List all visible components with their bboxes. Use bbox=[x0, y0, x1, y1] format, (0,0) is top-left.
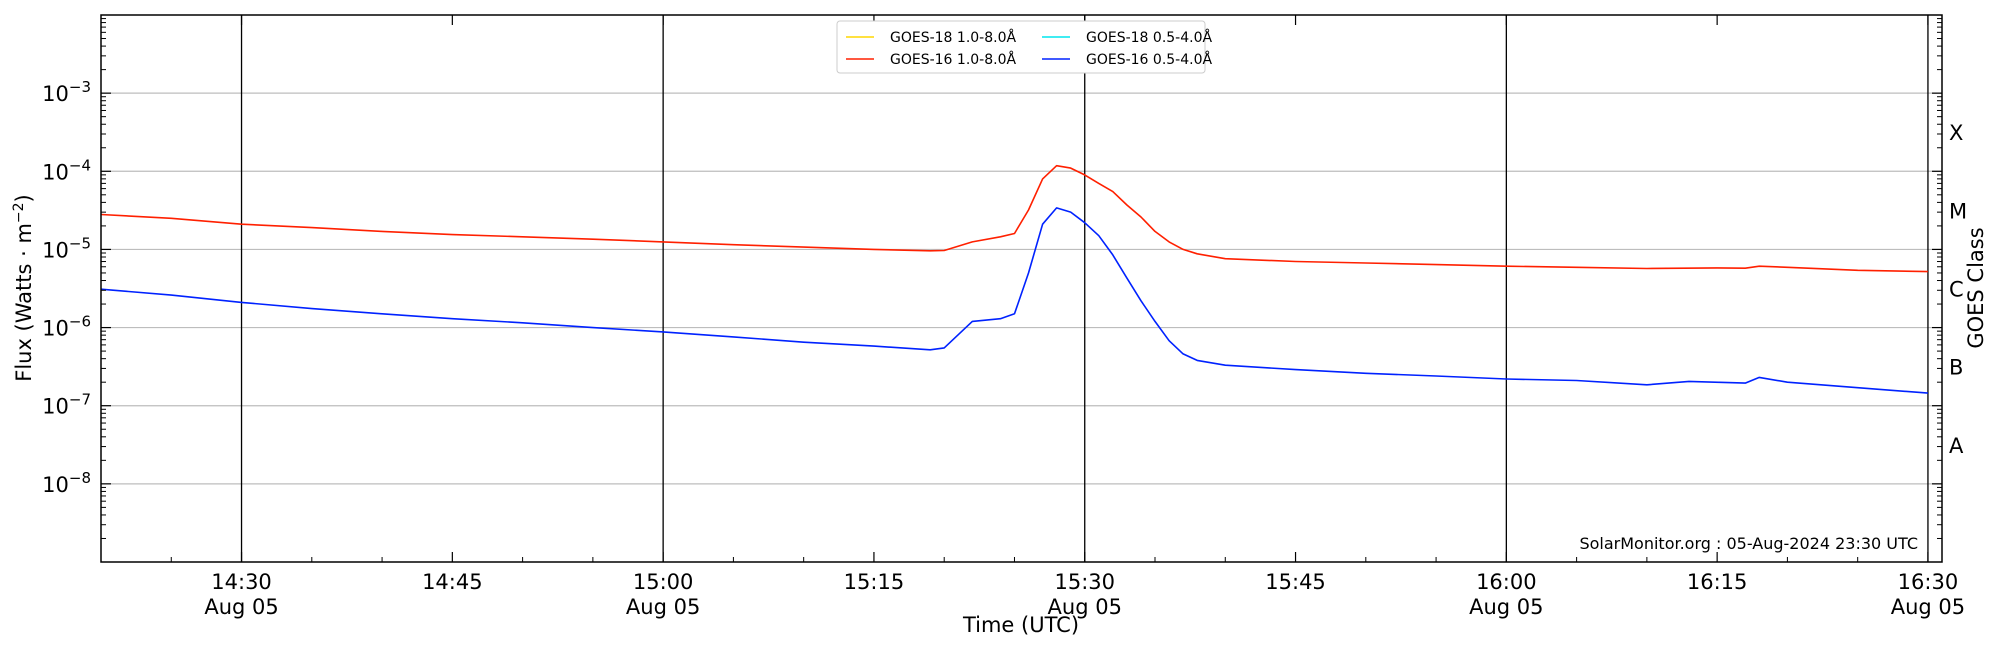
y-tick-label: 10−5 bbox=[42, 234, 91, 262]
y-tick-exponent: −6 bbox=[69, 313, 91, 331]
x-tick-label: 15:30 bbox=[1054, 570, 1115, 594]
x-tick-date-label: Aug 05 bbox=[1891, 595, 1965, 619]
x-tick-date-label: Aug 05 bbox=[204, 595, 278, 619]
y-axis-label-sup: −2 bbox=[11, 202, 27, 223]
y-tick-exponent: −7 bbox=[69, 391, 91, 409]
series-layer bbox=[100, 164, 1928, 394]
x-tick-label: 16:00 bbox=[1476, 570, 1537, 594]
series-line bbox=[100, 164, 1928, 273]
x-tick-label: 16:30 bbox=[1898, 570, 1959, 594]
y-tick-base: 10 bbox=[42, 82, 69, 106]
y-tick-exponent: −4 bbox=[69, 156, 91, 174]
goes-class-label: A bbox=[1949, 434, 1964, 458]
y-tick-exponent: −8 bbox=[69, 469, 91, 487]
y-tick-base: 10 bbox=[42, 160, 69, 184]
x-tick-date-label: Aug 05 bbox=[626, 595, 700, 619]
y-axis-label-text: Flux (Watts · m bbox=[12, 223, 36, 382]
series-line bbox=[100, 207, 1928, 394]
grid-layer bbox=[101, 92, 1942, 485]
x-tick-label: 15:00 bbox=[633, 570, 694, 594]
y-tick-base: 10 bbox=[42, 395, 69, 419]
x-tick-label: 15:45 bbox=[1265, 570, 1326, 594]
y-tick-label: 10−8 bbox=[42, 469, 91, 497]
day-hour-lines bbox=[240, 15, 1929, 562]
goes-class-axis-label: GOES Class bbox=[1964, 227, 1988, 348]
plot-frame bbox=[100, 14, 1943, 563]
y-axis-label-close: ) bbox=[12, 194, 36, 202]
legend-label: GOES-16 0.5-4.0Å bbox=[1086, 51, 1212, 68]
goes-class-label: C bbox=[1949, 278, 1964, 302]
y-tick-base: 10 bbox=[42, 473, 69, 497]
x-tick-label: 15:15 bbox=[844, 570, 905, 594]
y-axis-label: Flux (Watts · m−2) bbox=[11, 194, 36, 382]
watermark: SolarMonitor.org : 05-Aug-2024 23:30 UTC bbox=[1579, 534, 1918, 553]
x-tick-date-label: Aug 05 bbox=[1469, 595, 1543, 619]
x-tick-label: 14:45 bbox=[422, 570, 483, 594]
legend: GOES-18 1.0-8.0Å GOES-16 1.0-8.0Å GOES-18 … bbox=[836, 20, 1212, 74]
y-tick-label: 10−6 bbox=[42, 313, 91, 341]
y-tick-label: 10−7 bbox=[42, 391, 91, 419]
legend-box bbox=[836, 20, 1206, 74]
y-tick-label: 10−4 bbox=[42, 156, 91, 184]
y-tick-label: 10−3 bbox=[42, 78, 91, 106]
goes-class-label: X bbox=[1949, 121, 1963, 145]
legend-label: GOES-16 1.0-8.0Å bbox=[890, 51, 1016, 68]
y-tick-base: 10 bbox=[42, 238, 69, 262]
x-axis-label: Time (UTC) bbox=[962, 613, 1079, 637]
goes-class-label: B bbox=[1949, 356, 1963, 380]
y-tick-base: 10 bbox=[42, 317, 69, 341]
svg-text:Flux (Watts · m−2): Flux (Watts · m−2) bbox=[11, 194, 36, 382]
x-tick-label: 16:15 bbox=[1687, 570, 1748, 594]
y-tick-exponent: −3 bbox=[69, 78, 91, 96]
goes-class-label: M bbox=[1949, 199, 1967, 223]
legend-label: GOES-18 1.0-8.0Å bbox=[890, 29, 1016, 46]
y-tick-exponent: −5 bbox=[69, 234, 91, 252]
x-tick-date-label: Aug 05 bbox=[1048, 595, 1122, 619]
x-tick-label: 14:30 bbox=[211, 570, 272, 594]
legend-label: GOES-18 0.5-4.0Å bbox=[1086, 29, 1212, 46]
